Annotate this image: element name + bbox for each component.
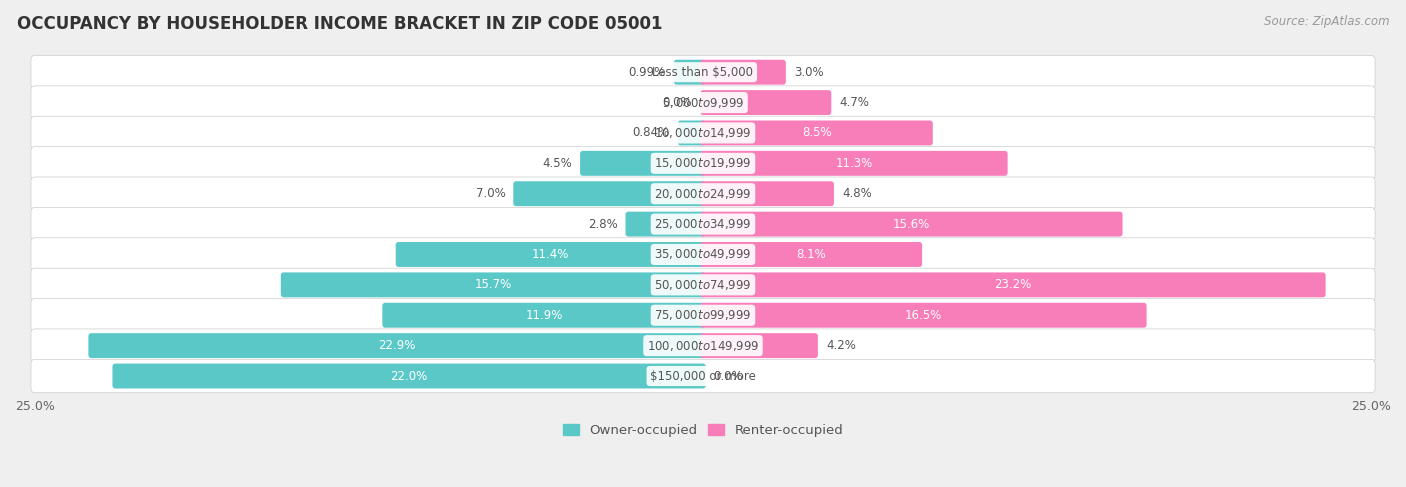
Text: 23.2%: 23.2% [994, 279, 1032, 291]
Text: $50,000 to $74,999: $50,000 to $74,999 [654, 278, 752, 292]
FancyBboxPatch shape [31, 238, 1375, 271]
FancyBboxPatch shape [678, 120, 706, 146]
FancyBboxPatch shape [700, 333, 818, 358]
Text: 0.99%: 0.99% [628, 66, 666, 79]
FancyBboxPatch shape [281, 272, 706, 298]
Text: 22.0%: 22.0% [391, 370, 427, 382]
FancyBboxPatch shape [581, 151, 706, 176]
FancyBboxPatch shape [89, 333, 706, 358]
FancyBboxPatch shape [700, 151, 1008, 176]
Text: 15.6%: 15.6% [893, 218, 929, 231]
Text: 0.84%: 0.84% [633, 127, 669, 139]
FancyBboxPatch shape [31, 177, 1375, 210]
Text: 8.1%: 8.1% [796, 248, 827, 261]
Text: 8.5%: 8.5% [801, 127, 831, 139]
Text: OCCUPANCY BY HOUSEHOLDER INCOME BRACKET IN ZIP CODE 05001: OCCUPANCY BY HOUSEHOLDER INCOME BRACKET … [17, 15, 662, 33]
FancyBboxPatch shape [382, 303, 706, 328]
FancyBboxPatch shape [700, 303, 1147, 328]
Text: 4.5%: 4.5% [543, 157, 572, 170]
Text: $10,000 to $14,999: $10,000 to $14,999 [654, 126, 752, 140]
FancyBboxPatch shape [31, 359, 1375, 393]
FancyBboxPatch shape [513, 181, 706, 206]
FancyBboxPatch shape [700, 60, 786, 85]
FancyBboxPatch shape [31, 56, 1375, 89]
Text: 11.3%: 11.3% [835, 157, 873, 170]
FancyBboxPatch shape [700, 212, 1122, 237]
Text: $15,000 to $19,999: $15,000 to $19,999 [654, 156, 752, 170]
FancyBboxPatch shape [31, 207, 1375, 241]
Text: 11.9%: 11.9% [526, 309, 562, 322]
FancyBboxPatch shape [31, 268, 1375, 301]
FancyBboxPatch shape [112, 364, 706, 389]
FancyBboxPatch shape [395, 242, 706, 267]
Text: $25,000 to $34,999: $25,000 to $34,999 [654, 217, 752, 231]
FancyBboxPatch shape [31, 299, 1375, 332]
FancyBboxPatch shape [31, 147, 1375, 180]
Text: 0.0%: 0.0% [714, 370, 744, 382]
Text: 4.2%: 4.2% [825, 339, 856, 352]
Text: 11.4%: 11.4% [531, 248, 569, 261]
FancyBboxPatch shape [31, 116, 1375, 150]
Text: 16.5%: 16.5% [905, 309, 942, 322]
Text: $35,000 to $49,999: $35,000 to $49,999 [654, 247, 752, 262]
Text: 4.7%: 4.7% [839, 96, 869, 109]
Text: 7.0%: 7.0% [475, 187, 505, 200]
Text: 22.9%: 22.9% [378, 339, 416, 352]
Text: $100,000 to $149,999: $100,000 to $149,999 [647, 338, 759, 353]
Text: 3.0%: 3.0% [794, 66, 824, 79]
Text: 4.8%: 4.8% [842, 187, 872, 200]
FancyBboxPatch shape [700, 90, 831, 115]
FancyBboxPatch shape [626, 212, 706, 237]
FancyBboxPatch shape [700, 272, 1326, 298]
Text: $5,000 to $9,999: $5,000 to $9,999 [662, 95, 744, 110]
FancyBboxPatch shape [31, 329, 1375, 362]
Text: 2.8%: 2.8% [588, 218, 617, 231]
Text: Source: ZipAtlas.com: Source: ZipAtlas.com [1264, 15, 1389, 28]
Text: $150,000 or more: $150,000 or more [650, 370, 756, 382]
FancyBboxPatch shape [31, 86, 1375, 119]
Legend: Owner-occupied, Renter-occupied: Owner-occupied, Renter-occupied [558, 418, 848, 442]
Text: Less than $5,000: Less than $5,000 [652, 66, 754, 79]
FancyBboxPatch shape [700, 181, 834, 206]
Text: 15.7%: 15.7% [475, 279, 512, 291]
FancyBboxPatch shape [673, 60, 706, 85]
FancyBboxPatch shape [700, 120, 932, 146]
Text: $20,000 to $24,999: $20,000 to $24,999 [654, 187, 752, 201]
Text: $75,000 to $99,999: $75,000 to $99,999 [654, 308, 752, 322]
Text: 0.0%: 0.0% [662, 96, 692, 109]
FancyBboxPatch shape [700, 242, 922, 267]
